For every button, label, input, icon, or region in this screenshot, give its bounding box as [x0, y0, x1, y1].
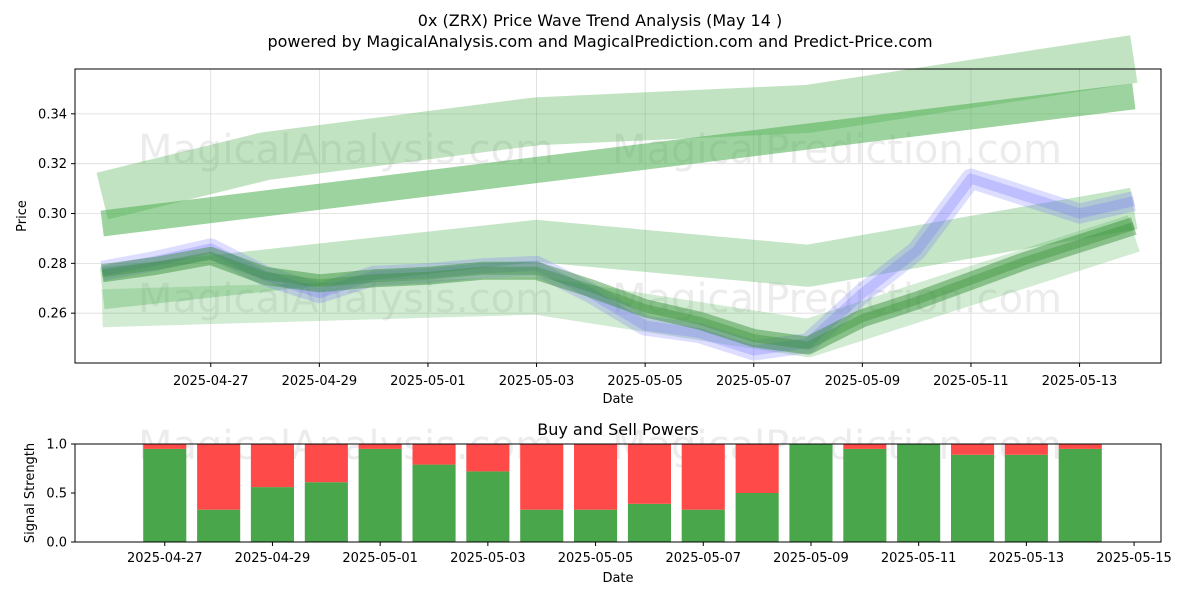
signal-y-label: Signal Strength	[23, 443, 38, 543]
buy-bar	[735, 493, 779, 542]
price-series	[96, 35, 1140, 361]
signal-bars	[143, 444, 1102, 542]
buy-bar	[843, 448, 887, 542]
buy-bar	[304, 482, 348, 542]
y-tick-label: 0.28	[38, 257, 67, 272]
outer-upper-channel-band	[96, 35, 1138, 220]
y-tick-label: 0.0	[46, 536, 67, 551]
buy-bar	[197, 509, 241, 542]
sell-bar	[1058, 444, 1102, 449]
buy-bar	[1058, 448, 1102, 542]
short-term-wave-band	[100, 217, 1137, 355]
x-tick-label: 2025-05-05	[558, 551, 634, 566]
sell-bar	[143, 444, 187, 449]
x-tick-label: 2025-05-11	[881, 551, 957, 566]
sell-bar	[1004, 444, 1048, 455]
sell-bar	[466, 444, 510, 472]
sell-bar	[412, 444, 456, 465]
upper-trend-channel-band	[100, 83, 1136, 237]
sell-bar	[197, 444, 241, 510]
x-tick-label: 2025-05-05	[607, 374, 683, 389]
y-tick-label: 0.26	[38, 307, 67, 322]
buy-bar	[1004, 454, 1048, 542]
sell-bar	[843, 444, 887, 449]
price-plot-border	[74, 68, 1162, 364]
sell-bar	[304, 444, 348, 483]
short-term-wave-core	[101, 222, 1136, 350]
buy-bar	[358, 448, 402, 542]
buy-bar	[627, 503, 671, 542]
watermark-prediction: MagicalPrediction.com	[612, 276, 1062, 322]
signal-plot: Buy and Sell Powers MagicalAnalysis.com …	[23, 420, 1172, 586]
watermark-analysis: MagicalAnalysis.com	[138, 276, 554, 322]
watermark-group: MagicalAnalysis.com MagicalPrediction.co…	[138, 127, 1062, 322]
x-tick-label: 2025-04-27	[173, 374, 249, 389]
sell-bar	[250, 444, 294, 488]
x-tick-label: 2025-05-15	[1096, 551, 1172, 566]
y-tick-label: 1.0	[46, 438, 67, 453]
sell-bar	[520, 444, 564, 510]
x-tick-label: 2025-04-29	[282, 374, 358, 389]
y-tick-label: 0.30	[38, 207, 67, 222]
sell-bar	[574, 444, 618, 510]
x-tick-label: 2025-05-13	[989, 551, 1065, 566]
buy-bar	[520, 509, 564, 542]
mid-trend-channel-band	[99, 187, 1138, 310]
x-tick-label: 2025-04-29	[235, 551, 311, 566]
buy-bar	[250, 487, 294, 542]
signal-x-ticks: 2025-04-27 2025-04-29 2025-05-01 2025-05-03…	[127, 542, 1172, 566]
price-x-label: Date	[602, 392, 633, 407]
watermark-prediction: MagicalPrediction.com	[612, 423, 1062, 469]
x-tick-label: 2025-05-03	[450, 551, 526, 566]
x-tick-label: 2025-05-01	[390, 374, 466, 389]
signal-x-label: Date	[602, 571, 633, 586]
buy-bar	[789, 444, 833, 542]
y-tick-label: 0.34	[38, 107, 67, 122]
signal-title: Buy and Sell Powers	[537, 420, 699, 439]
x-tick-label: 2025-05-09	[773, 551, 849, 566]
x-tick-label: 2025-05-09	[825, 374, 901, 389]
sell-bar	[681, 444, 725, 510]
sell-bar	[358, 444, 402, 449]
price-wave-core	[101, 173, 1135, 356]
buy-bar	[681, 509, 725, 542]
price-x-ticks: 2025-04-27 2025-04-29 2025-05-01 2025-05-03…	[173, 363, 1117, 389]
y-tick-label: 0.32	[38, 157, 67, 172]
price-y-ticks: 0.26 0.28 0.30 0.32 0.34	[38, 107, 75, 322]
buy-bar	[574, 509, 618, 542]
price-y-label: Price	[15, 200, 30, 232]
buy-bar	[951, 454, 995, 542]
price-wave-band	[100, 168, 1137, 361]
price-plot: MagicalAnalysis.com MagicalPrediction.co…	[15, 35, 1162, 407]
buy-bar	[412, 464, 456, 542]
y-tick-label: 0.5	[46, 487, 67, 502]
x-tick-label: 2025-04-27	[127, 551, 203, 566]
signal-y-ticks: 0.0 0.5 1.0	[46, 438, 75, 551]
x-tick-label: 2025-05-13	[1042, 374, 1118, 389]
buy-bar	[466, 471, 510, 542]
x-tick-label: 2025-05-11	[933, 374, 1009, 389]
x-tick-label: 2025-05-01	[342, 551, 418, 566]
buy-bar	[897, 444, 941, 542]
lower-trend-channel-band	[101, 215, 1140, 358]
sell-bar	[627, 444, 671, 504]
x-tick-label: 2025-05-07	[665, 551, 741, 566]
chart-title: 0x (ZRX) Price Wave Trend Analysis (May …	[418, 11, 782, 30]
chart-subtitle: powered by MagicalAnalysis.com and Magic…	[267, 32, 932, 51]
x-tick-label: 2025-05-07	[716, 374, 792, 389]
x-tick-label: 2025-05-03	[499, 374, 575, 389]
buy-bar	[143, 448, 187, 542]
sell-bar	[951, 444, 995, 455]
sell-bar	[735, 444, 779, 493]
